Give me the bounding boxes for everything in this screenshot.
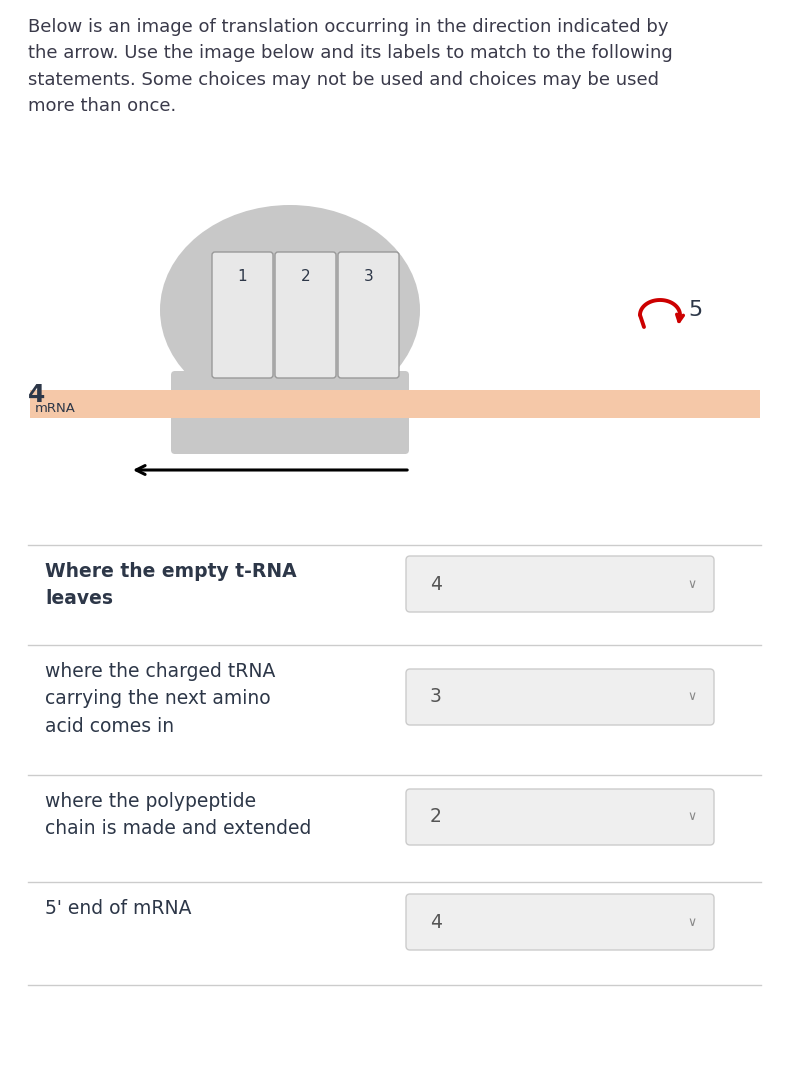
FancyBboxPatch shape [212, 252, 273, 378]
FancyBboxPatch shape [406, 556, 714, 612]
Bar [30, 390, 760, 418]
Text: 1: 1 [237, 270, 247, 284]
FancyBboxPatch shape [275, 252, 336, 378]
Text: Below is an image of translation occurring in the direction indicated by
the arr: Below is an image of translation occurri… [28, 18, 673, 115]
Text: Where the empty t-RNA
leaves: Where the empty t-RNA leaves [45, 562, 297, 608]
Text: mRNA: mRNA [35, 402, 76, 415]
Text: where the charged tRNA
carrying the next amino
acid comes in: where the charged tRNA carrying the next… [45, 662, 275, 735]
Text: 2: 2 [301, 270, 310, 284]
Ellipse shape [160, 205, 420, 415]
FancyBboxPatch shape [406, 789, 714, 845]
Text: 4: 4 [28, 383, 46, 407]
Text: 5: 5 [688, 300, 702, 320]
Text: 4: 4 [430, 575, 442, 594]
Text: ∨: ∨ [687, 915, 697, 928]
Text: 3: 3 [430, 688, 442, 706]
Text: ∨: ∨ [687, 811, 697, 824]
FancyBboxPatch shape [406, 669, 714, 725]
Text: 2: 2 [430, 807, 442, 827]
Text: ∨: ∨ [687, 578, 697, 591]
FancyBboxPatch shape [171, 371, 409, 454]
FancyBboxPatch shape [406, 894, 714, 950]
Text: 5' end of mRNA: 5' end of mRNA [45, 899, 192, 918]
FancyBboxPatch shape [338, 252, 399, 378]
Text: 4: 4 [430, 912, 442, 931]
Text: ∨: ∨ [687, 691, 697, 704]
Text: where the polypeptide
chain is made and extended: where the polypeptide chain is made and … [45, 792, 312, 839]
Text: 3: 3 [364, 270, 373, 284]
